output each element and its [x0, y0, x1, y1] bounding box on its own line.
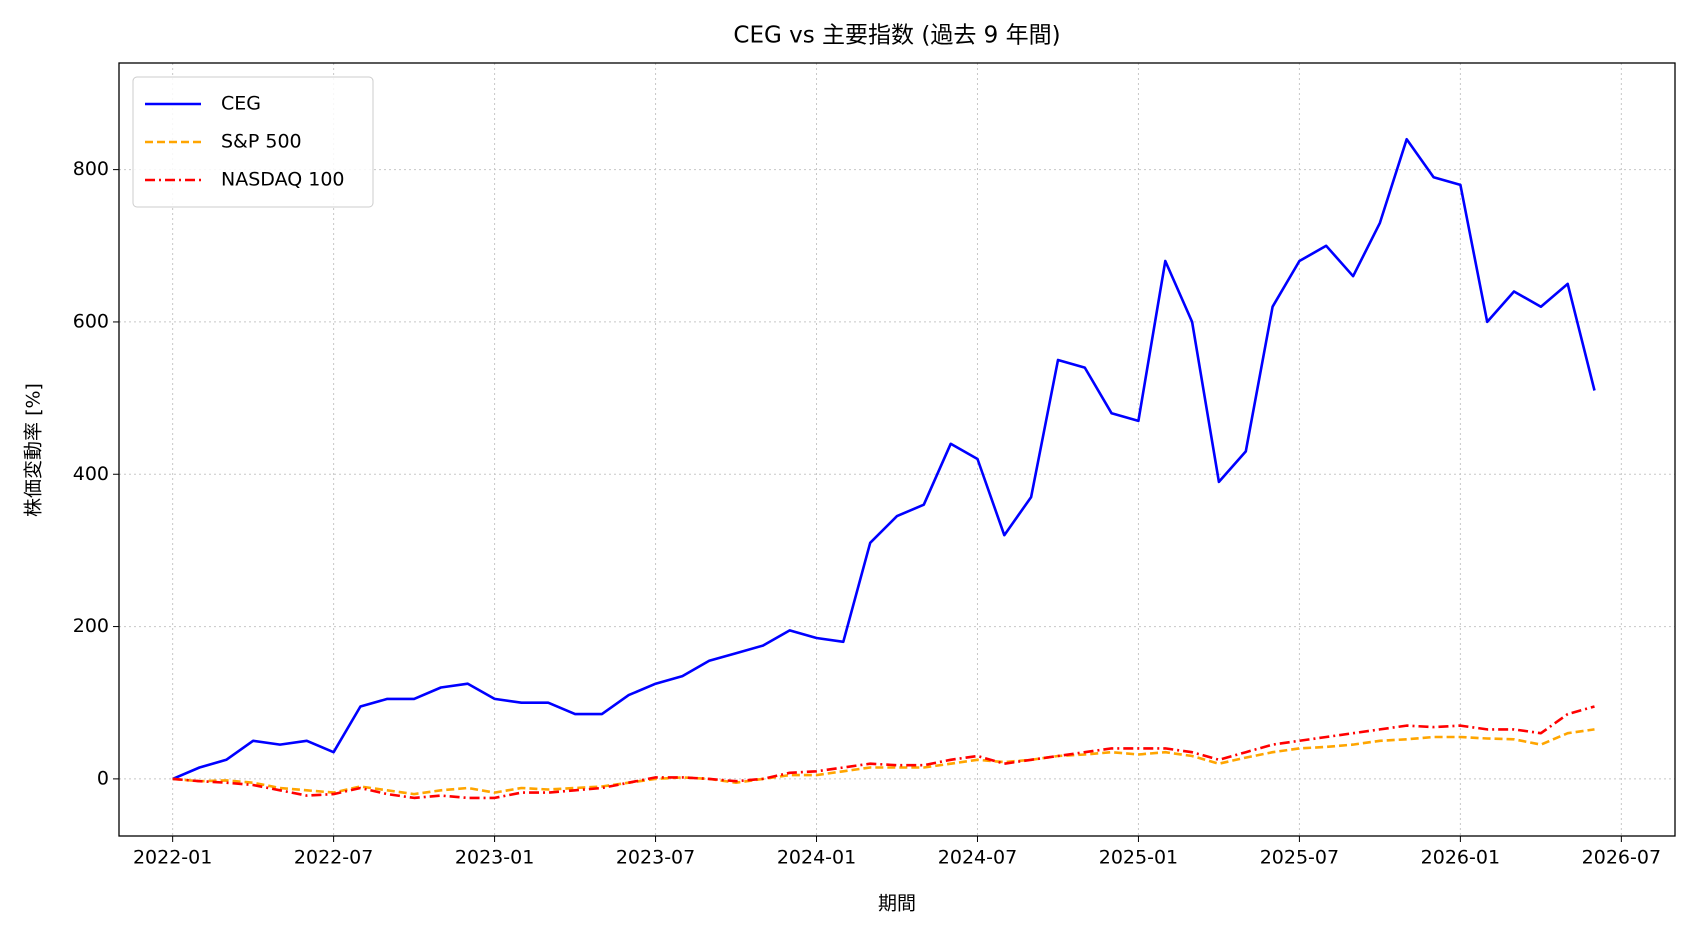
legend: CEG S&P 500 NASDAQ 100: [132, 76, 374, 208]
x-axis-label: 期間: [878, 893, 916, 915]
plot-frame: [118, 62, 1676, 837]
legend-label: S&P 500: [221, 131, 302, 153]
x-tick-label: 2022-07: [294, 847, 373, 869]
data-line: [172, 728, 1595, 796]
x-tick-label: 2022-01: [133, 847, 212, 869]
legend-label: NASDAQ 100: [221, 169, 345, 191]
data-line: [172, 705, 1595, 800]
x-tick-label: 2025-07: [1260, 847, 1339, 869]
x-tick-label: 2026-07: [1582, 847, 1661, 869]
x-tick-label: 2023-01: [455, 847, 534, 869]
chart-title: CEG vs 主要指数 (過去 9 年間): [733, 23, 1060, 49]
y-tick-label: 800: [73, 158, 109, 180]
legend-box: [132, 76, 374, 208]
x-tick-label: 2025-01: [1099, 847, 1178, 869]
y-tick-label: 600: [73, 310, 109, 332]
x-tick-label: 2023-07: [616, 847, 695, 869]
y-tick-label: 0: [97, 767, 109, 789]
x-tick-label: 2024-01: [777, 847, 856, 869]
x-tick-label: 2024-07: [938, 847, 1017, 869]
y-tick-label: 200: [73, 615, 109, 637]
y-axis-label: 株価変動率 [%]: [23, 383, 45, 517]
data-line: [172, 137, 1596, 781]
x-tick-label: 2026-01: [1421, 847, 1500, 869]
y-tick-label: 400: [73, 463, 109, 485]
legend-label: CEG: [221, 93, 261, 115]
